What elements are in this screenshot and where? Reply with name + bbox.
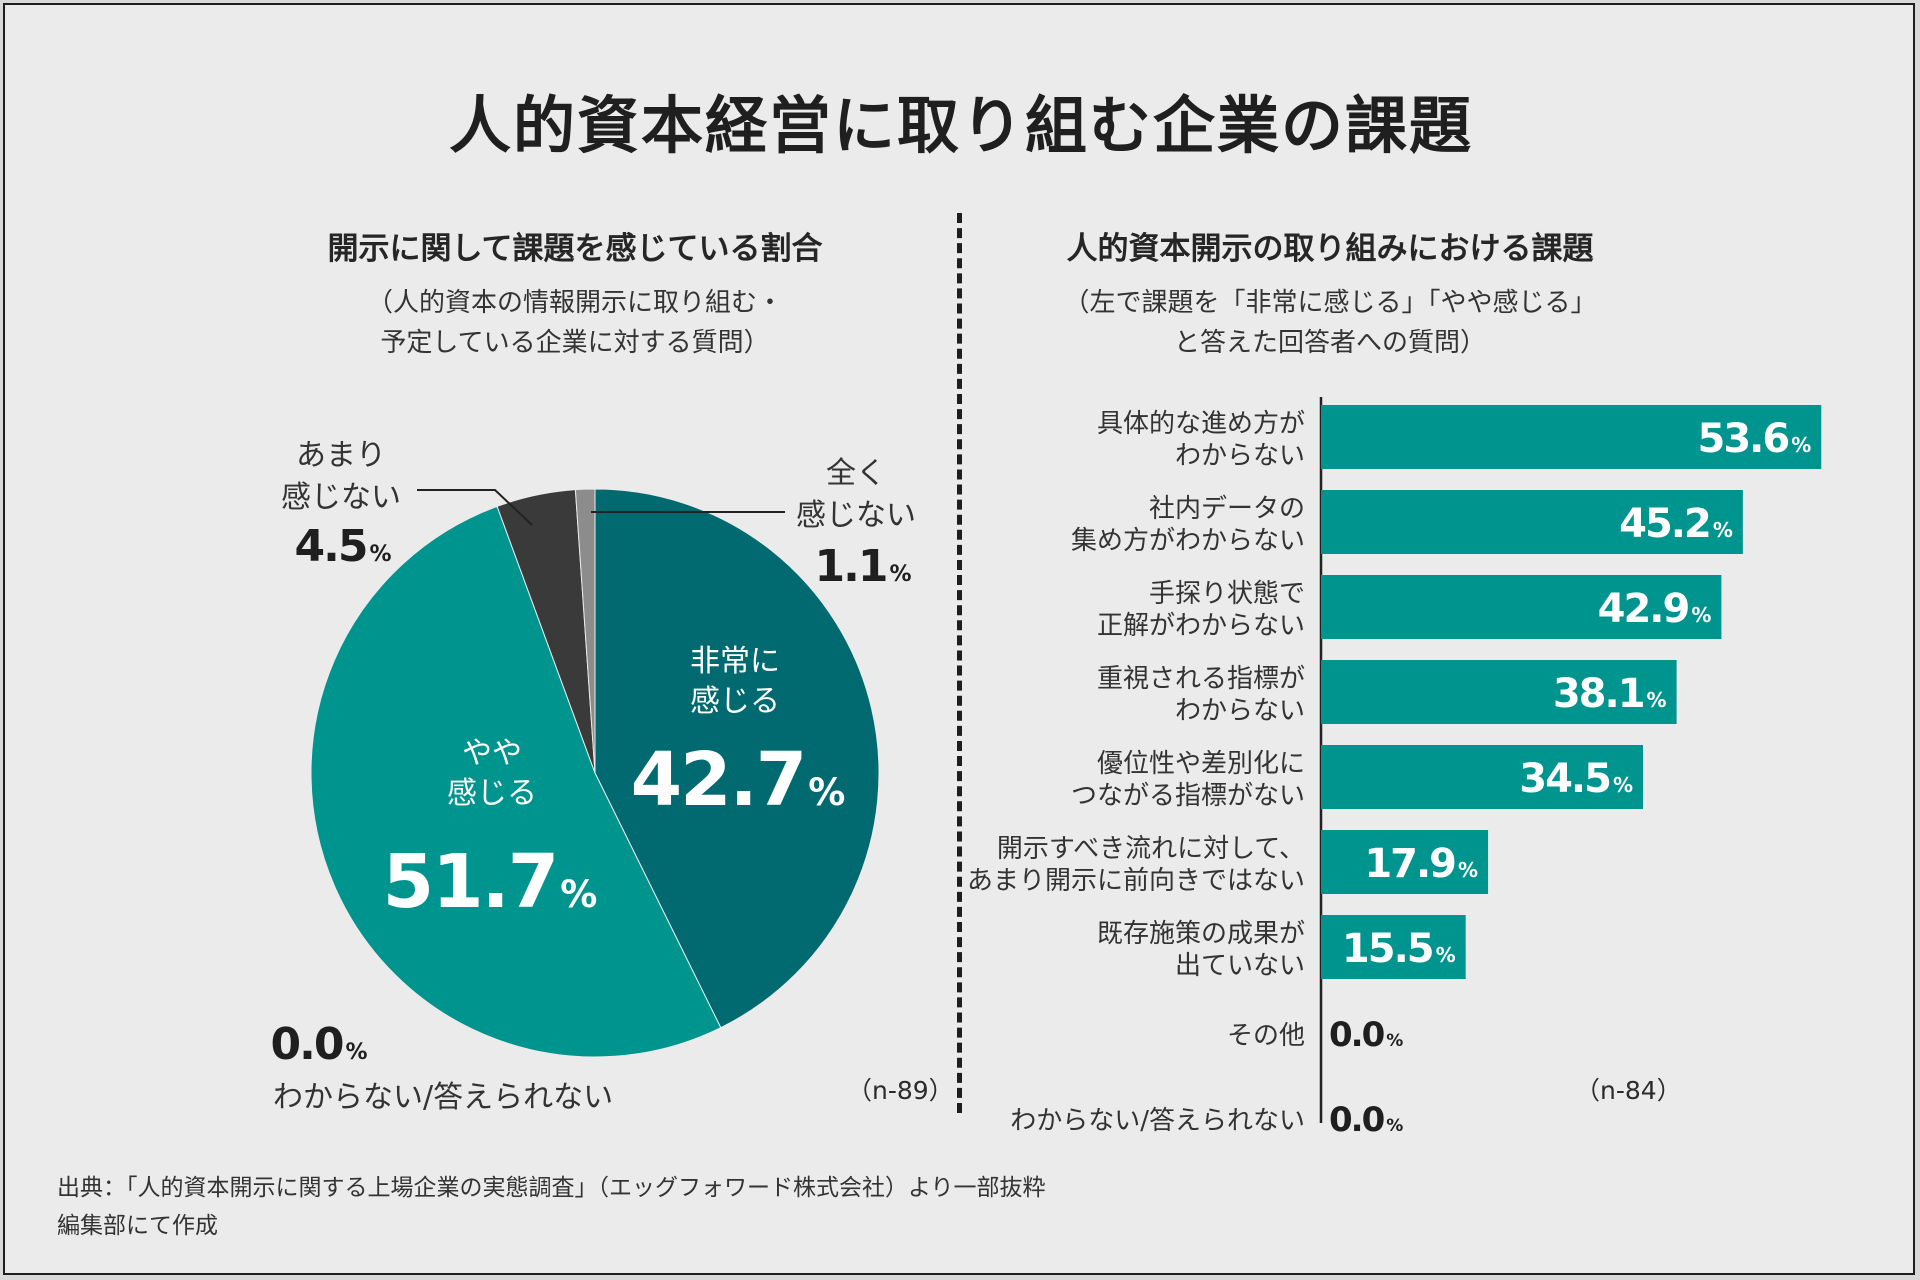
bar-value-label: 42.9% xyxy=(1598,586,1712,632)
pie-section-subtitle-1: （人的資本の情報開示に取り組む・ xyxy=(366,288,783,318)
bar-rect xyxy=(1321,745,1643,809)
bar-category-label: わからない xyxy=(1175,441,1305,471)
pie-leader-line xyxy=(417,489,533,526)
pie-outside-label: あまり xyxy=(296,438,386,473)
bar-section-subtitle-1: （左で課題を「非常に感じる」「やや感じる」 xyxy=(1063,288,1597,318)
section-divider xyxy=(957,213,962,1113)
bar-category-label: 社内データの xyxy=(1149,494,1305,524)
bar-value-label: 0.0% xyxy=(1329,1100,1403,1140)
pie-slice-label: 非常に xyxy=(690,644,780,679)
pie-outside-label: わからない/答えられない xyxy=(273,1080,613,1115)
pie-slice xyxy=(594,488,880,1029)
pie-slice-label: 感じる xyxy=(690,684,780,719)
pie-slice-label: 感じる xyxy=(447,776,537,811)
bar-rect xyxy=(1321,915,1466,979)
pie-outside-value: 0.0% xyxy=(271,1019,368,1070)
bar-category-label: 出ていない xyxy=(1175,951,1305,981)
pie-outside-label: 感じない xyxy=(281,480,401,515)
bar-category-label: つながる指標がない xyxy=(1071,781,1305,811)
bar-section-title: 人的資本開示の取り組みにおける課題 xyxy=(1066,231,1594,267)
pie-outside-value: 4.5% xyxy=(295,521,392,572)
pie-slice xyxy=(574,488,596,774)
source-note: 出典：「人的資本開示に関する上場企業の実態調査」（エッグフォワード株式会社）より… xyxy=(57,1175,1046,1201)
bar-category-label: 具体的な進め方が xyxy=(1097,409,1305,439)
bar-category-label: その他 xyxy=(1227,1021,1305,1051)
bar-category-label: 開示すべき流れに対して、 xyxy=(997,834,1305,864)
bar-value-label: 45.2% xyxy=(1619,501,1733,547)
editorial-note: 編集部にて作成 xyxy=(57,1213,218,1239)
pie-outside-label: 全く xyxy=(826,456,886,491)
pie-outside-label: 感じない xyxy=(796,498,916,533)
bar-category-label: 重視される指標が xyxy=(1097,664,1305,694)
bar-category-label: あまり開示に前向きではない xyxy=(967,866,1305,896)
pie-sample-size: （n-89） xyxy=(847,1076,954,1105)
pie-section-subtitle-2: 予定している企業に対する質問） xyxy=(380,328,770,358)
bar-category-label: 優位性や差別化に xyxy=(1097,749,1305,779)
pie-outside-value: 1.1% xyxy=(815,541,912,592)
bar-value-label: 53.6% xyxy=(1698,416,1812,462)
bar-value-label: 15.5% xyxy=(1342,926,1456,972)
bar-rect xyxy=(1321,660,1677,724)
pie-slice-value: 51.7% xyxy=(383,839,598,925)
bar-category-label: 既存施策の成果が xyxy=(1097,919,1305,949)
pie-slice-value: 42.7% xyxy=(631,737,846,823)
bar-category-label: 手探り状態で xyxy=(1149,579,1305,609)
pie-slice xyxy=(310,505,722,1058)
bar-rect xyxy=(1321,575,1722,639)
bar-category-label: 集め方がわからない xyxy=(1071,526,1305,556)
bar-value-label: 38.1% xyxy=(1553,671,1667,717)
bar-section-subtitle-2: と答えた回答者への質問） xyxy=(1173,328,1486,358)
bar-sample-size: （n-84） xyxy=(1575,1076,1682,1105)
infographic-frame: 人的資本経営に取り組む企業の課題 開示に関して課題を感じている割合 （人的資本の… xyxy=(3,3,1915,1275)
page-title: 人的資本経営に取り組む企業の課題 xyxy=(448,89,1473,162)
bar-value-label: 17.9% xyxy=(1364,841,1478,887)
pie-slice-label: やや xyxy=(462,736,522,771)
bar-category-label: わからない/答えられない xyxy=(1010,1106,1305,1136)
bar-rect xyxy=(1321,830,1489,894)
bar-category-label: 正解がわからない xyxy=(1097,611,1305,641)
bar-rect xyxy=(1321,490,1743,554)
bar-value-label: 0.0% xyxy=(1329,1015,1403,1055)
bar-category-label: わからない xyxy=(1175,696,1305,726)
bar-value-label: 34.5% xyxy=(1519,756,1633,802)
pie-section-title: 開示に関して課題を感じている割合 xyxy=(327,231,823,267)
bar-rect xyxy=(1321,405,1822,469)
